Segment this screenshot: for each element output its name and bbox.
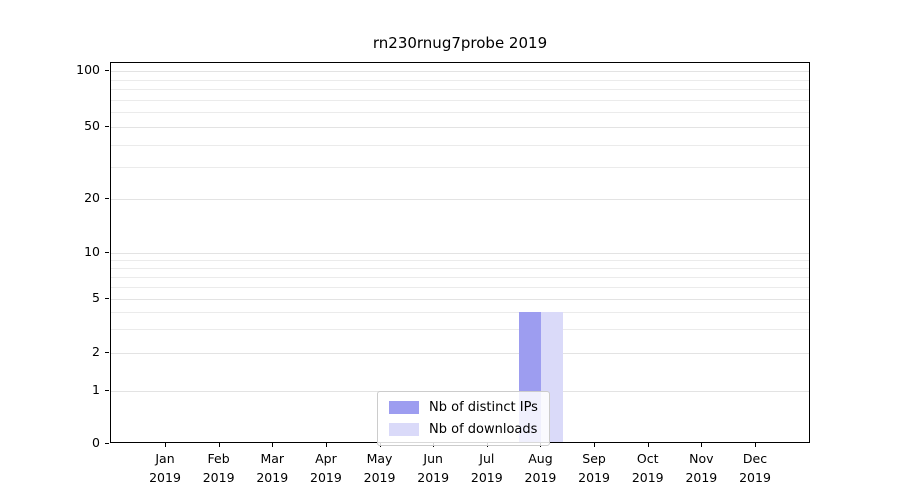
legend-row-distinct-ips: Nb of distinct IPs	[389, 400, 538, 415]
x-tick-label: Mar 2019	[256, 451, 289, 485]
x-tick-label: Jan 2019	[149, 451, 181, 485]
x-tick-label: Aug 2019	[524, 451, 557, 485]
x-tick-label: Oct 2019	[631, 451, 664, 485]
gridline-minor	[111, 89, 809, 91]
y-tick-mark	[105, 390, 109, 391]
distinct-ips-swatch	[389, 401, 419, 414]
legend-row-downloads: Nb of downloads	[389, 422, 538, 437]
y-tick-label: 100	[76, 62, 100, 77]
y-tick-mark	[105, 126, 109, 127]
downloads-swatch	[389, 423, 419, 436]
y-tick-label: 20	[84, 190, 100, 205]
gridline-minor	[111, 259, 809, 261]
legend-label-distinct-ips: Nb of distinct IPs	[429, 400, 538, 415]
gridline-major	[111, 199, 809, 200]
x-tick-label: Jun 2019	[417, 451, 450, 485]
x-tick-mark	[165, 443, 166, 447]
y-tick-mark	[105, 352, 109, 353]
y-tick-mark	[105, 252, 109, 253]
gridline-minor	[111, 167, 809, 169]
x-tick-mark	[701, 443, 703, 447]
gridline-minor	[111, 99, 809, 101]
x-tick-label: Feb 2019	[202, 451, 235, 485]
gridline-minor	[111, 329, 809, 331]
gridline-major	[111, 353, 809, 354]
x-tick-mark	[647, 443, 649, 447]
y-tick-label: 2	[92, 344, 100, 359]
chart-title: rn230rnug7probe 2019	[372, 34, 548, 52]
x-tick-mark	[325, 443, 327, 447]
x-tick-label: May 2019	[363, 451, 396, 485]
x-tick-label: Nov 2019	[685, 451, 718, 485]
y-tick-label: 1	[92, 382, 100, 397]
gridline-minor	[111, 267, 809, 269]
x-tick-label: Sep 2019	[578, 451, 610, 485]
y-tick-mark	[105, 70, 109, 71]
legend: Nb of distinct IPs Nb of downloads	[377, 391, 550, 446]
x-tick-label: Dec 2019	[739, 451, 771, 485]
gridline-minor	[111, 144, 809, 146]
y-tick-label: 0	[92, 435, 100, 450]
y-tick-mark	[105, 298, 109, 299]
x-tick-mark	[755, 443, 756, 447]
gridline-major	[111, 71, 809, 72]
x-tick-label: Jul 2019	[470, 451, 503, 485]
gridline-minor	[111, 286, 809, 288]
x-tick-mark	[594, 443, 596, 447]
gridline-minor	[111, 312, 809, 314]
gridline-major	[111, 127, 809, 128]
gridline-major	[111, 253, 809, 254]
gridline-major	[111, 299, 809, 300]
legend-label-downloads: Nb of downloads	[429, 422, 538, 437]
y-tick-mark	[105, 443, 109, 444]
x-tick-mark	[218, 443, 220, 447]
y-tick-label: 10	[84, 244, 100, 259]
plot-area	[110, 62, 810, 443]
gridline-minor	[111, 79, 809, 81]
y-tick-label: 5	[92, 290, 100, 305]
y-tick-mark	[105, 198, 109, 199]
gridline-minor	[111, 276, 809, 278]
x-tick-mark	[272, 443, 274, 447]
x-tick-label: Apr 2019	[310, 451, 342, 485]
gridline-minor	[111, 112, 809, 114]
y-tick-label: 50	[84, 118, 100, 133]
